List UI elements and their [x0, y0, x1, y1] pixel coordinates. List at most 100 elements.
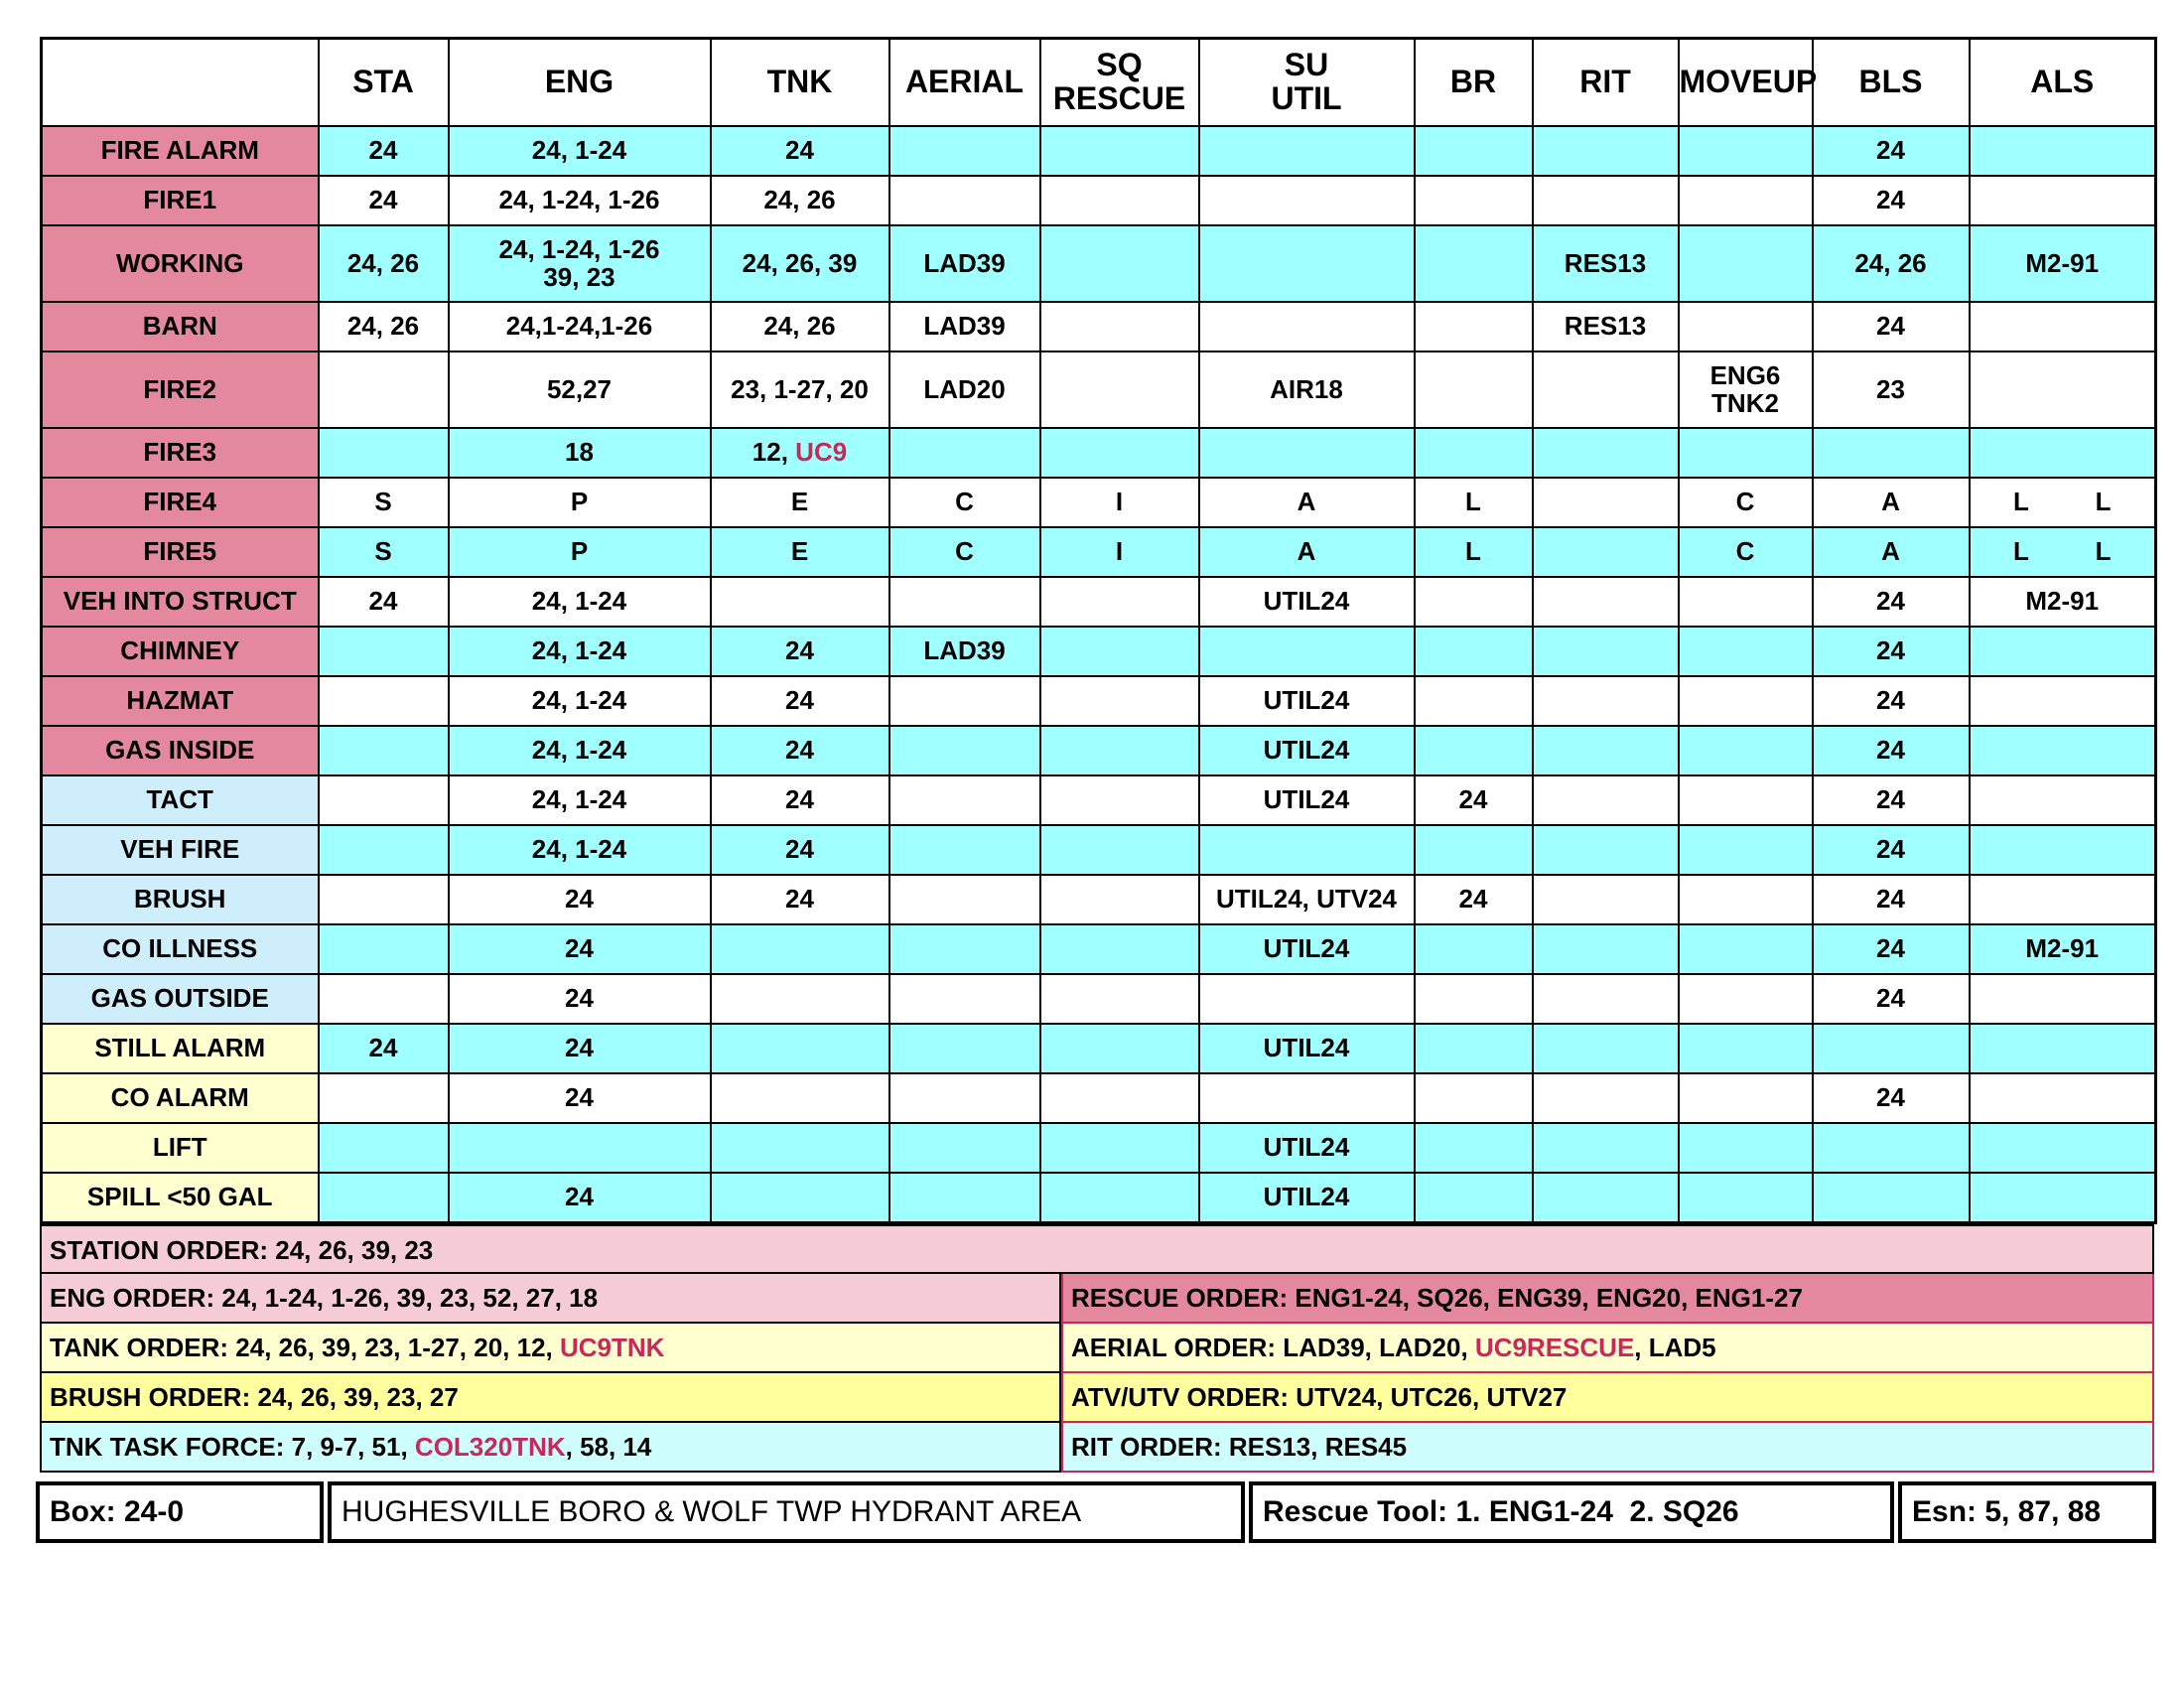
cell: [1677, 427, 1814, 479]
cell: [1968, 725, 2157, 776]
cell: [317, 427, 450, 479]
cell: LAD39: [887, 224, 1041, 303]
cell: [1968, 175, 2157, 226]
cell: [1968, 973, 2157, 1025]
table-row: FIRE4 S P E C I A L C A L L: [40, 477, 2157, 528]
cell: [1677, 125, 1814, 177]
cell: [1038, 626, 1200, 677]
cell: [1413, 576, 1534, 628]
cell: [1968, 675, 2157, 727]
text-part: UC9: [795, 437, 848, 468]
cell: [1413, 427, 1534, 479]
cell: C: [887, 526, 1041, 578]
orders-grid: ENG ORDER: 24, 1-24, 1-26, 39, 23, 52, 2…: [40, 1274, 2154, 1473]
cell: M2-91: [1968, 923, 2157, 975]
column-header: SU UTIL: [1197, 37, 1416, 127]
cell: 24, 1-24, 1-26: [447, 175, 712, 226]
cell: [317, 973, 450, 1025]
cell: RES13: [1531, 301, 1680, 352]
cell: [1677, 675, 1814, 727]
cell: [1197, 626, 1416, 677]
table-row: GAS INSIDE 24, 1-24 24 UTIL24 24: [40, 725, 2157, 776]
column-header: TNK: [709, 37, 890, 127]
cell: [1413, 626, 1534, 677]
cell: [1677, 824, 1814, 876]
cell: [317, 874, 450, 925]
table-row: TACT 24, 1-24 24 UTIL24 24 24: [40, 774, 2157, 826]
cell: [1038, 1023, 1200, 1074]
cell: UTIL24: [1197, 1172, 1416, 1224]
cell: E: [709, 526, 890, 578]
cell: [1197, 175, 1416, 226]
text-part: RESCUE ORDER: ENG1-24, SQ26, ENG39, ENG2…: [1071, 1283, 1803, 1313]
area: HUGHESVILLE BORO & WOLF TWP HYDRANT AREA: [328, 1481, 1245, 1543]
cell: 24, 1-24: [447, 125, 712, 177]
cell: C: [1677, 526, 1814, 578]
row-label: FIRE4: [40, 477, 320, 528]
column-header: STA: [317, 37, 450, 127]
cell: 24: [1413, 874, 1534, 925]
cell: 24: [1811, 824, 1971, 876]
cell: L: [1413, 477, 1534, 528]
row-label: WORKING: [40, 224, 320, 303]
cell: 12, UC9: [709, 427, 890, 479]
cell: [709, 576, 890, 628]
cell: [1038, 351, 1200, 429]
cell: [1531, 1023, 1680, 1074]
cell: [1531, 725, 1680, 776]
cell: [887, 125, 1041, 177]
order-line: TNK TASK FORCE: 7, 9-7, 51, COL320TNK, 5…: [40, 1423, 1061, 1473]
order-line: RIT ORDER: RES13, RES45: [1061, 1423, 2154, 1473]
order-line: ENG ORDER: 24, 1-24, 1-26, 39, 23, 52, 2…: [40, 1274, 1061, 1324]
cell: [1413, 1072, 1534, 1124]
cell: 24: [317, 175, 450, 226]
cell: C: [1677, 477, 1814, 528]
cell: [1531, 125, 1680, 177]
cell: 24, 1-24: [447, 576, 712, 628]
cell: 24: [447, 1172, 712, 1224]
cell: 24: [1811, 301, 1971, 352]
cell: [887, 1072, 1041, 1124]
cell: 24, 26: [709, 175, 890, 226]
cell: [1413, 175, 1534, 226]
cell: [1038, 301, 1200, 352]
cell: 24: [1811, 675, 1971, 727]
cell: A: [1197, 477, 1416, 528]
cell: [1531, 1072, 1680, 1124]
cell: [317, 774, 450, 826]
cell: 24: [1413, 774, 1534, 826]
row-label: CHIMNEY: [40, 626, 320, 677]
cell: 23: [1811, 351, 1971, 429]
cell: S: [317, 526, 450, 578]
cell: [1531, 477, 1680, 528]
cell: 24: [317, 576, 450, 628]
cell: 24: [1811, 774, 1971, 826]
table-row: FIRE ALARM 24 24, 1-24 24 24: [40, 125, 2157, 177]
box: Box: 24-0: [36, 1481, 324, 1543]
row-label: FIRE2: [40, 351, 320, 429]
cell: [1968, 351, 2157, 429]
row-label: CO ALARM: [40, 1072, 320, 1124]
table-row: VEH INTO STRUCT 24 24, 1-24 UTIL24 24 M2-91: [40, 576, 2157, 628]
cell: [1197, 427, 1416, 479]
cell: [317, 1172, 450, 1224]
cell: [709, 1172, 890, 1224]
footer: Box: 24-0 HUGHESVILLE BORO & WOLF TWP HY…: [36, 1481, 2156, 1543]
row-label: BRUSH: [40, 874, 320, 925]
cell: [887, 1172, 1041, 1224]
text-part: TANK ORDER: 24, 26, 39, 23, 1-27, 20, 12…: [50, 1333, 560, 1362]
cell: LAD39: [887, 626, 1041, 677]
order-line: ATV/UTV ORDER: UTV24, UTC26, UTV27: [1061, 1373, 2154, 1423]
table-row: SPILL <50 GAL 24 UTIL24: [40, 1172, 2157, 1224]
cell: [1413, 224, 1534, 303]
cell: S: [317, 477, 450, 528]
cell: [1531, 427, 1680, 479]
cell: [709, 973, 890, 1025]
text-part: STATION ORDER: 24, 26, 39, 23: [50, 1235, 434, 1265]
cell: [1811, 1172, 1971, 1224]
cell: UTIL24: [1197, 675, 1416, 727]
cell: [1413, 351, 1534, 429]
cell: [447, 1122, 712, 1174]
table-row: GAS OUTSIDE 24 24: [40, 973, 2157, 1025]
